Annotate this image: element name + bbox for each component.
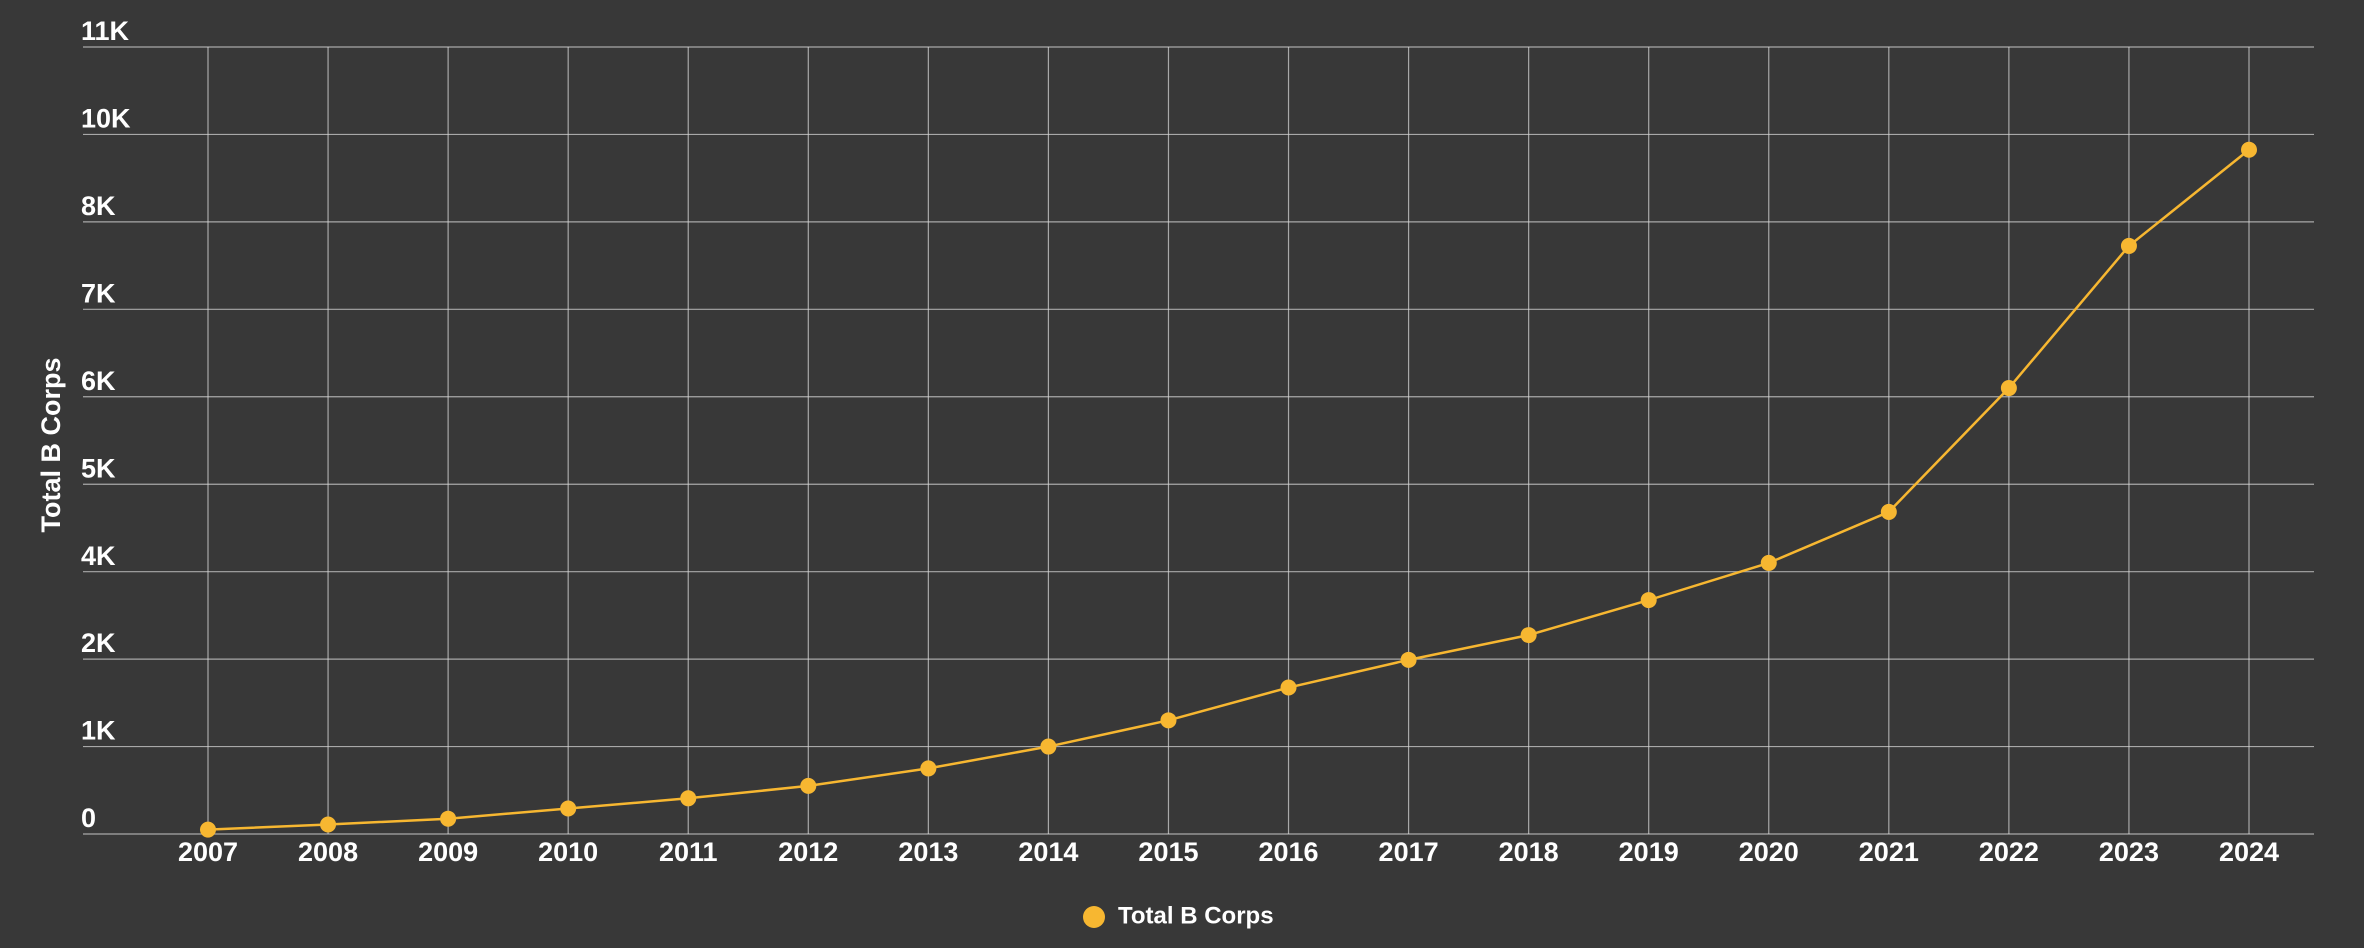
data-point <box>1040 738 1057 755</box>
x-tick-label: 2017 <box>1379 837 1439 867</box>
x-tick-label: 2015 <box>1138 837 1198 867</box>
data-point <box>200 821 216 838</box>
y-tick-label: 1K <box>81 716 116 746</box>
x-tick-label: 2011 <box>659 837 718 867</box>
data-point <box>800 777 817 794</box>
data-point <box>1160 712 1177 729</box>
data-point <box>1760 554 1777 571</box>
data-point <box>680 790 697 807</box>
x-tick-label: 2009 <box>418 837 478 867</box>
x-tick-label: 2024 <box>2219 837 2279 867</box>
legend-marker <box>1083 906 1105 928</box>
x-tick-label: 2008 <box>298 837 358 867</box>
data-point <box>2241 141 2257 158</box>
data-point <box>1520 627 1537 644</box>
data-point <box>1400 651 1417 668</box>
x-tick-label: 2018 <box>1499 837 1559 867</box>
x-tick-label: 2019 <box>1619 837 1679 867</box>
data-point <box>2000 380 2017 397</box>
y-tick-label: 7K <box>81 278 116 308</box>
y-tick-label: 8K <box>81 191 116 221</box>
legend-label: Total B Corps <box>1118 902 1274 929</box>
data-point <box>560 800 577 817</box>
x-tick-label: 2012 <box>778 837 838 867</box>
x-tick-label: 2021 <box>1859 837 1919 867</box>
data-point <box>1280 679 1297 696</box>
x-tick-label: 2023 <box>2099 837 2159 867</box>
data-point <box>320 816 337 833</box>
x-tick-label: 2013 <box>898 837 958 867</box>
y-axis-label: Total B Corps <box>36 358 66 533</box>
x-tick-label: 2020 <box>1739 837 1799 867</box>
y-tick-label: 6K <box>81 366 116 396</box>
x-tick-label: 2007 <box>178 837 238 867</box>
data-point <box>2120 237 2137 254</box>
x-tick-label: 2016 <box>1258 837 1318 867</box>
series-line <box>207 148 2250 831</box>
x-tick-label: 2014 <box>1018 837 1078 867</box>
x-tick-label: 2022 <box>1979 837 2039 867</box>
y-tick-label: 2K <box>81 628 116 658</box>
y-tick-label: 5K <box>81 453 116 483</box>
y-tick-label: 0 <box>81 803 96 833</box>
y-tick-label: 4K <box>81 541 116 571</box>
data-point <box>1640 592 1657 609</box>
y-tick-label: 10K <box>81 104 131 134</box>
data-point <box>920 760 937 777</box>
data-point <box>440 810 457 827</box>
x-tick-label: 2010 <box>538 837 598 867</box>
data-point <box>1880 503 1897 520</box>
y-tick-label: 11K <box>81 16 130 46</box>
